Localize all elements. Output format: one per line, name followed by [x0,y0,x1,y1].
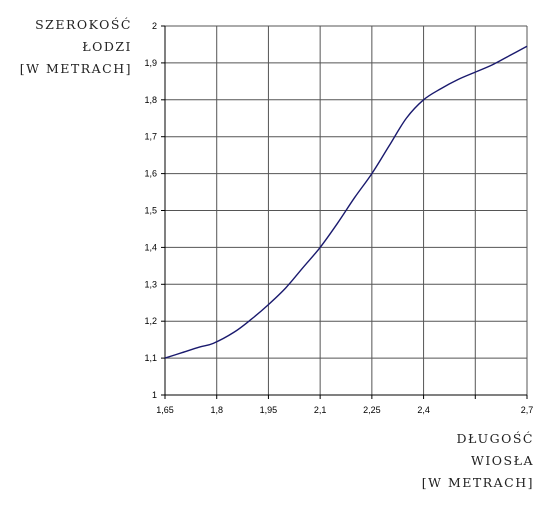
y-tick-label: 2 [152,21,157,31]
y-axis-title-line: ŁODZI [82,39,132,54]
x-axis-title-line: WIOSŁA [471,453,534,468]
x-axis-title: DŁUGOŚĆ WIOSŁA [W METRACH] [422,428,534,494]
tick-labels: 1 1,1 1,2 1,3 1,4 1,5 1,6 1,7 1,8 1,9 2 1,65 1,8 1,95… [144,21,533,415]
y-tick-label: 1 [152,390,157,400]
series-line [164,45,528,359]
x-tick-label: 2,25 [363,405,381,415]
y-tick-label: 1,1 [144,353,157,363]
y-tick-label: 1,9 [144,58,157,68]
y-tick-label: 1,7 [144,132,157,142]
y-axis-title-line: [W METRACH] [19,61,132,76]
y-axis-title-line: SZEROKOŚĆ [35,17,132,32]
y-tick-label: 1,6 [144,169,157,179]
axes [161,25,528,399]
x-axis-title-line: DŁUGOŚĆ [456,431,534,446]
series [164,45,528,359]
y-tick-label: 1,8 [144,95,157,105]
x-tick-label: 2,4 [417,405,430,415]
x-tick-label: 2,7 [521,405,534,415]
y-tick-label: 1,2 [144,316,157,326]
x-axis-title-line: [W METRACH] [421,475,534,490]
x-tick-label: 1,65 [156,405,174,415]
x-tick-label: 2,1 [314,405,327,415]
x-tick-label: 1,8 [210,405,223,415]
y-tick-label: 1,5 [144,206,157,216]
x-tick-label: 1,95 [260,405,278,415]
y-tick-label: 1,3 [144,279,157,289]
y-tick-label: 1,4 [144,242,157,252]
y-axis-title: SZEROKOŚĆ ŁODZI [W METRACH] [20,14,132,80]
